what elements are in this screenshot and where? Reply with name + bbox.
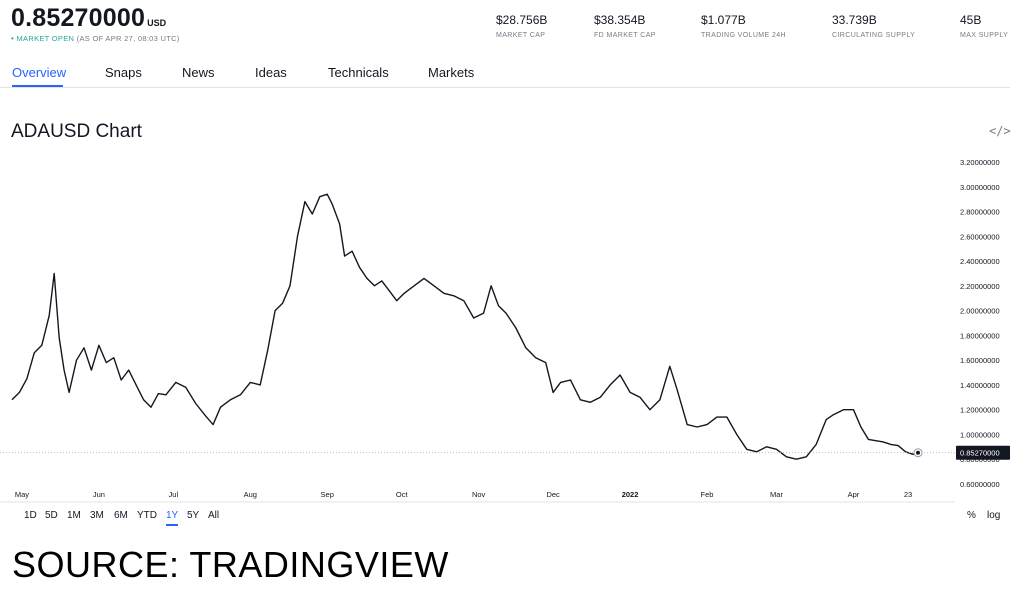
x-tick-label: Nov <box>472 490 486 499</box>
as-of-timestamp: (AS OF APR 27, 08:03 UTC) <box>76 34 180 43</box>
range-selector: 1D 5D 1M 3M 6M YTD 1Y 5Y All % log <box>0 510 1024 526</box>
tab-news[interactable]: News <box>182 65 215 80</box>
y-tick-label: 3.00000000 <box>960 183 1000 192</box>
x-tick-label: Apr <box>848 490 860 499</box>
stat-label: FD MARKET CAP <box>594 32 656 39</box>
stat-label: MARKET CAP <box>496 32 546 39</box>
range-all-button[interactable]: All <box>208 510 220 521</box>
x-tick-label: 2022 <box>622 490 639 499</box>
x-tick-label: Mar <box>770 490 783 499</box>
price-series-line <box>11 193 919 460</box>
x-tick-label: Dec <box>546 490 560 499</box>
stat-label: CIRCULATING SUPPLY <box>832 32 916 39</box>
tab-snaps[interactable]: Snaps <box>105 65 142 80</box>
stat-max-supply: 45B MAX SUPPLY <box>960 13 1008 39</box>
y-tick-label: 1.40000000 <box>960 381 1000 390</box>
x-tick-label: 23 <box>904 490 912 499</box>
x-tick-label: Jun <box>93 490 105 499</box>
status-dot-icon: • <box>11 34 15 43</box>
last-price-marker <box>916 450 920 455</box>
stat-value: 45B <box>960 13 982 27</box>
code-embed-icon[interactable]: </> <box>989 124 1011 138</box>
stat-circulating-supply: 33.739B CIRCULATING SUPPLY <box>832 13 915 39</box>
y-tick-label: 2.20000000 <box>960 282 1000 291</box>
stat-trading-volume: $1.077B TRADING VOLUME 24H <box>701 13 786 39</box>
x-tick-label: May <box>15 490 29 499</box>
y-tick-label: 2.60000000 <box>960 232 1000 241</box>
y-tick-label: 0.60000000 <box>960 480 1000 489</box>
tab-bar: Overview Snaps News Ideas Technicals Mar… <box>0 64 1010 88</box>
price-value: 0.85270000 <box>11 4 146 32</box>
stat-value: 33.739B <box>832 13 877 27</box>
x-tick-label: Oct <box>396 490 409 499</box>
price-chart[interactable]: 3.20000000 3.00000000 2.80000000 2.60000000… <box>0 150 1024 508</box>
stat-label: MAX SUPPLY <box>960 32 1009 39</box>
market-open-label: MARKET OPEN <box>16 34 75 43</box>
y-tick-label: 1.60000000 <box>960 356 1000 365</box>
source-caption: SOURCE: TRADINGVIEW <box>12 544 449 585</box>
y-tick-label: 1.80000000 <box>960 331 1000 340</box>
x-tick-label: Feb <box>701 490 714 499</box>
price-block: 0.85270000 USD • MARKET OPEN (AS OF APR 2… <box>11 4 180 43</box>
range-6m-button[interactable]: 6M <box>114 510 128 521</box>
last-price-tag <box>956 445 1010 460</box>
stat-value: $38.354B <box>594 13 646 27</box>
stat-market-cap: $28.756B MARKET CAP <box>496 13 547 39</box>
y-tick-label: 2.00000000 <box>960 307 1000 316</box>
currency-label: USD <box>147 18 167 28</box>
active-range-indicator <box>166 524 178 526</box>
range-5y-button[interactable]: 5Y <box>187 510 200 521</box>
x-tick-label: Sep <box>321 490 334 499</box>
stat-label: TRADING VOLUME 24H <box>701 32 786 39</box>
tab-overview[interactable]: Overview <box>12 65 67 80</box>
last-price-tag-label: 0.85270000 <box>960 449 1000 458</box>
range-ytd-button[interactable]: YTD <box>137 510 157 521</box>
key-stats: $28.756B MARKET CAP $38.354B FD MARKET C… <box>0 13 1024 43</box>
log-scale-button[interactable]: log <box>987 510 1001 521</box>
tab-markets[interactable]: Markets <box>428 65 475 80</box>
y-tick-label: 2.40000000 <box>960 257 1000 266</box>
stat-value: $1.077B <box>701 13 746 27</box>
stat-fd-market-cap: $38.354B FD MARKET CAP <box>594 13 656 39</box>
y-tick-label: 3.20000000 <box>960 158 1000 167</box>
range-1d-button[interactable]: 1D <box>24 510 37 521</box>
tab-technicals[interactable]: Technicals <box>328 65 389 80</box>
y-tick-label: 1.00000000 <box>960 430 1000 439</box>
y-tick-label: 0.80000000 <box>960 455 1000 464</box>
x-tick-label: Aug <box>244 490 257 499</box>
range-1y-button[interactable]: 1Y <box>166 510 179 521</box>
range-3m-button[interactable]: 3M <box>90 510 104 521</box>
y-tick-label: 2.80000000 <box>960 208 1000 217</box>
tab-ideas[interactable]: Ideas <box>255 65 287 80</box>
percent-scale-button[interactable]: % <box>967 510 976 521</box>
y-tick-label: 1.20000000 <box>960 406 1000 415</box>
stat-value: $28.756B <box>496 13 548 27</box>
market-status: • MARKET OPEN (AS OF APR 27, 08:03 UTC) <box>11 34 180 43</box>
x-tick-label: Jul <box>169 490 179 499</box>
active-tab-indicator <box>12 85 63 87</box>
range-1m-button[interactable]: 1M <box>67 510 81 521</box>
chart-title: ADAUSD Chart <box>11 121 142 142</box>
range-5d-button[interactable]: 5D <box>45 510 58 521</box>
